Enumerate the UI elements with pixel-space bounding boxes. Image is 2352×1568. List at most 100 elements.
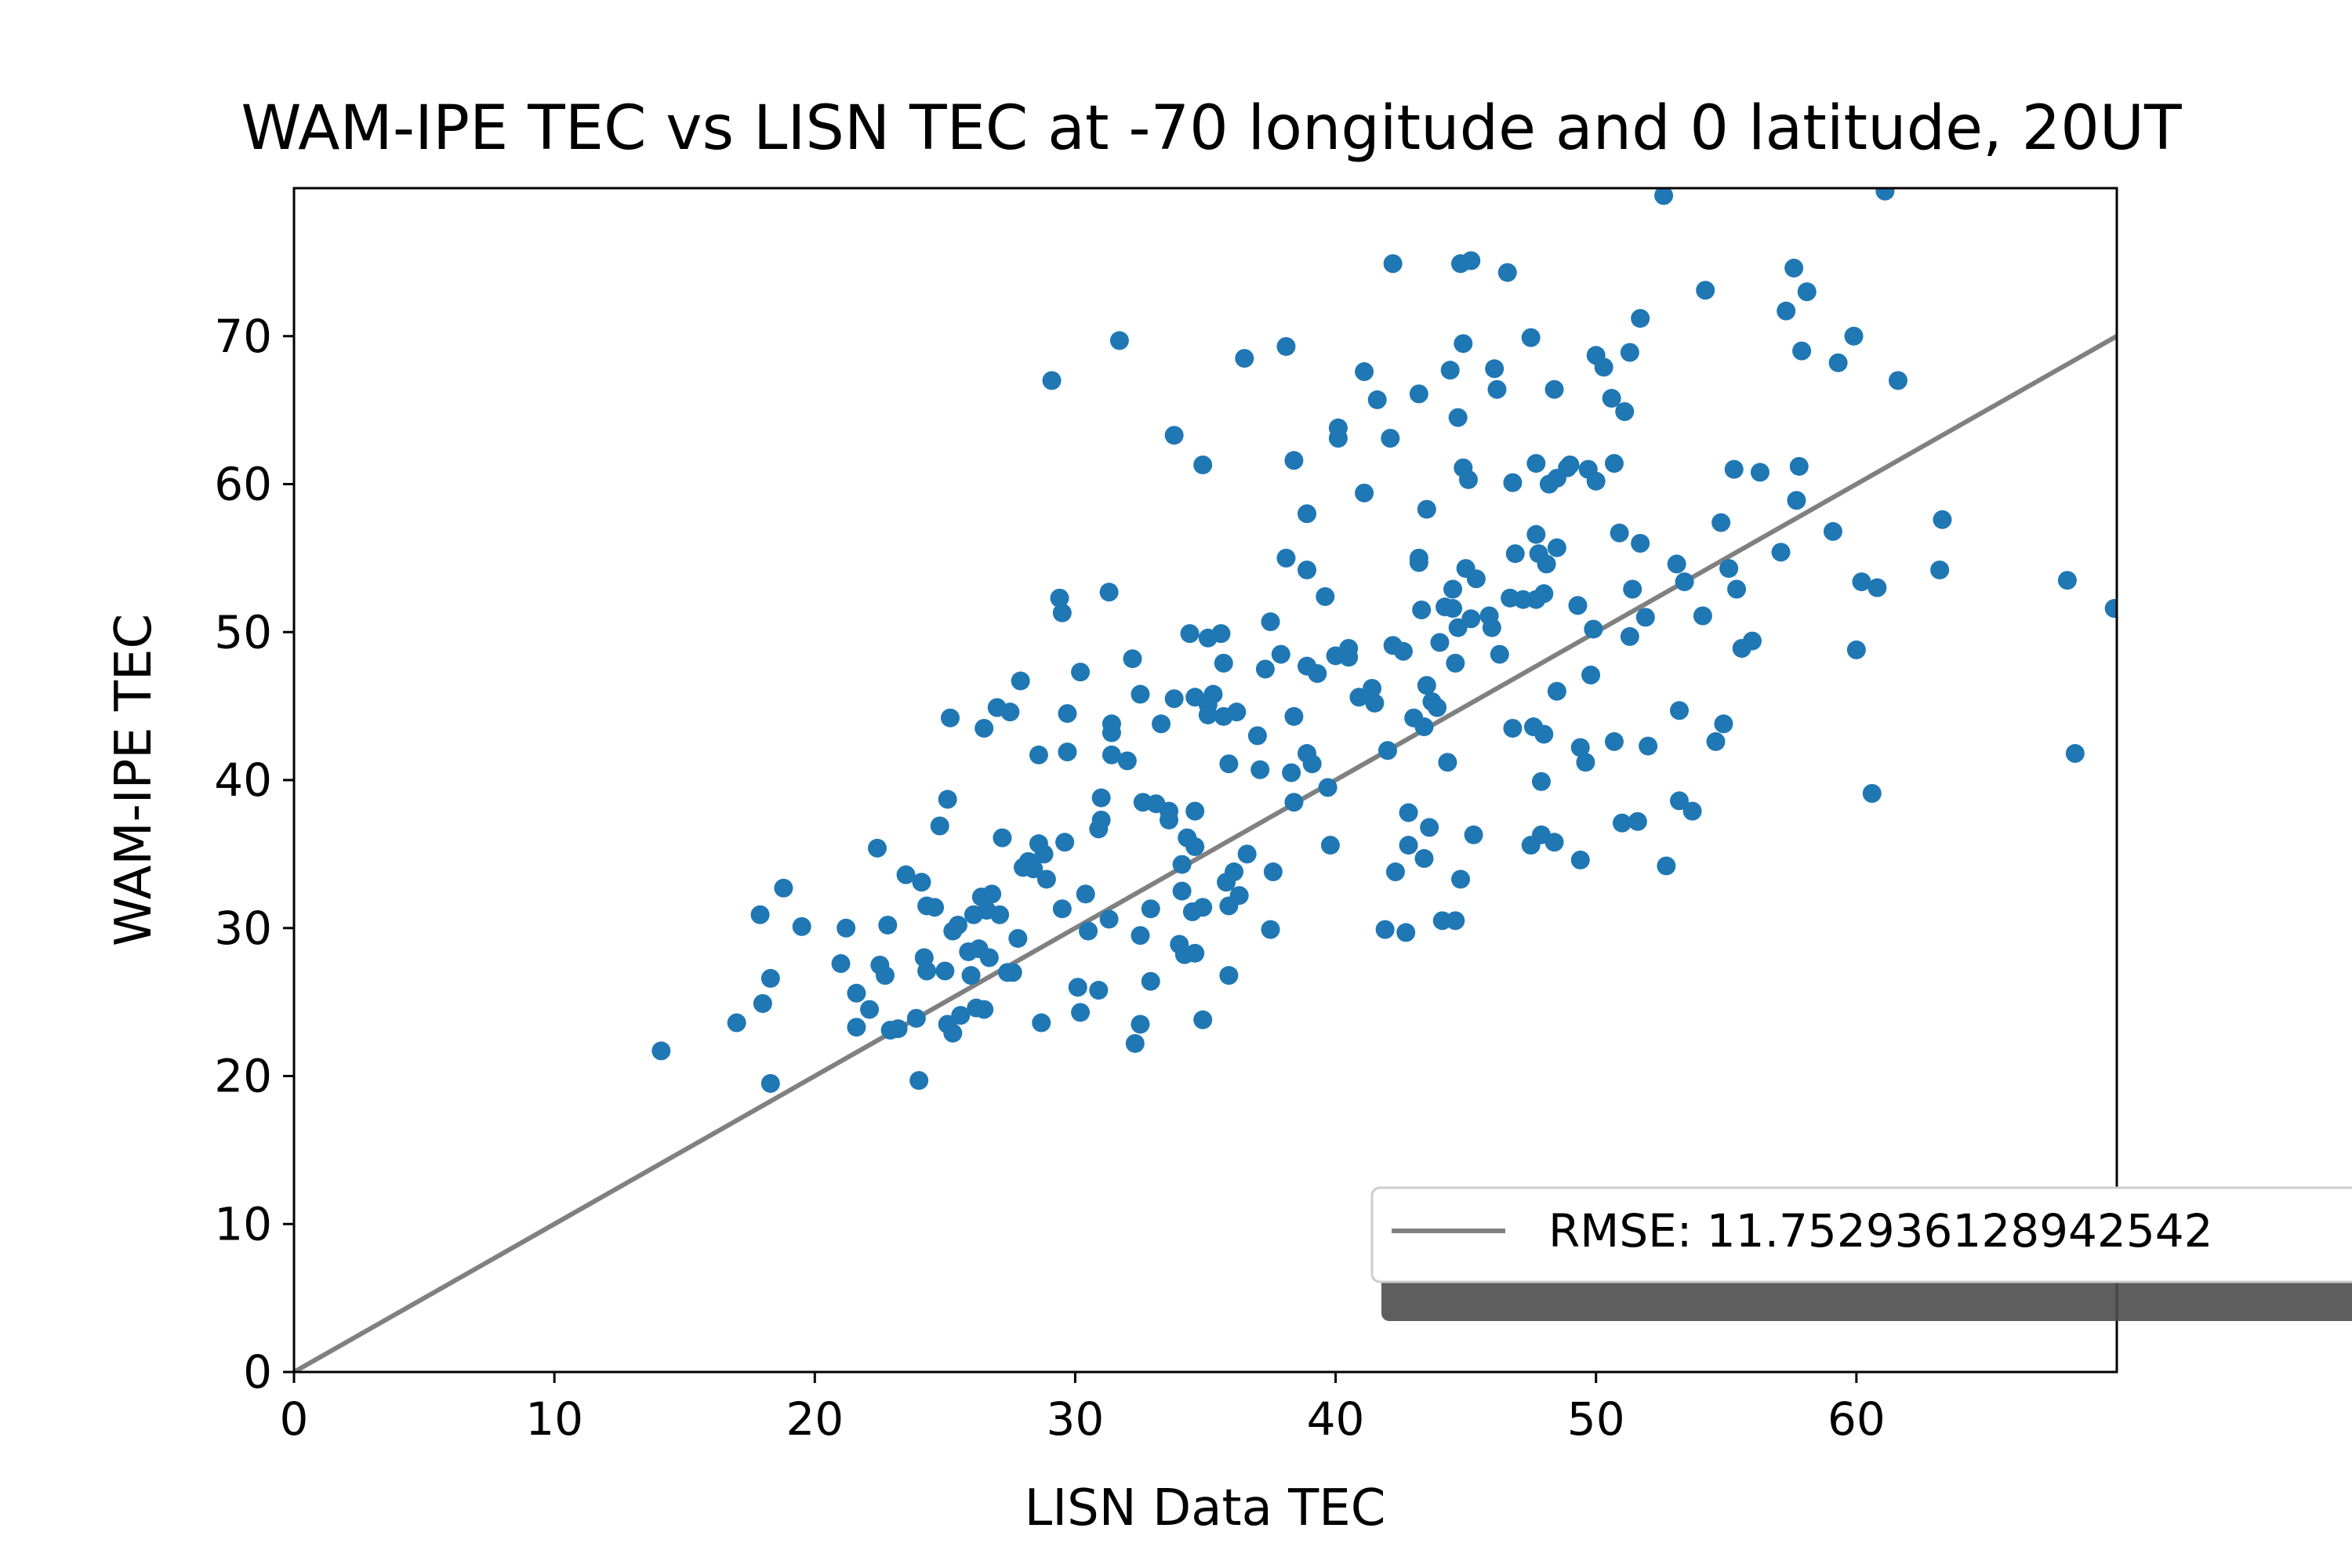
data-point bbox=[1355, 483, 1374, 503]
data-point bbox=[1412, 600, 1432, 619]
data-point bbox=[1034, 844, 1054, 864]
data-point bbox=[1706, 731, 1726, 751]
data-point bbox=[1302, 754, 1322, 774]
data-point bbox=[1570, 738, 1590, 757]
data-point bbox=[1711, 513, 1731, 532]
data-point bbox=[1544, 833, 1564, 852]
data-point bbox=[1308, 664, 1327, 684]
data-point bbox=[1237, 844, 1257, 864]
data-point bbox=[1446, 911, 1465, 931]
data-point bbox=[1393, 641, 1413, 661]
data-point bbox=[1451, 869, 1470, 889]
data-point bbox=[868, 838, 887, 858]
data-point bbox=[1229, 886, 1249, 906]
data-point bbox=[1724, 459, 1744, 479]
data-point bbox=[1544, 379, 1564, 399]
data-point bbox=[1930, 560, 1950, 579]
data-point bbox=[1586, 471, 1606, 491]
data-point bbox=[1534, 724, 1554, 744]
data-point bbox=[1024, 859, 1044, 879]
x-axis-ticks: 0 10 20 30 40 50 60 bbox=[280, 1372, 1886, 1446]
data-point bbox=[1631, 534, 1650, 553]
data-point bbox=[1164, 426, 1184, 445]
data-point bbox=[1099, 583, 1119, 602]
data-point bbox=[1225, 862, 1244, 882]
data-point bbox=[1320, 836, 1340, 855]
data-point bbox=[1537, 554, 1556, 574]
data-point bbox=[941, 708, 960, 728]
data-point bbox=[652, 1041, 671, 1061]
data-point bbox=[750, 905, 770, 924]
data-point bbox=[1355, 362, 1374, 382]
data-point bbox=[1714, 714, 1733, 734]
data-point bbox=[1670, 791, 1689, 811]
data-point bbox=[1531, 771, 1551, 791]
data-point bbox=[1109, 331, 1129, 350]
data-point bbox=[1503, 718, 1523, 738]
data-point bbox=[1933, 510, 1952, 529]
data-point bbox=[1058, 704, 1077, 724]
data-point bbox=[1727, 579, 1747, 599]
data-point bbox=[1657, 856, 1676, 876]
data-point bbox=[1071, 662, 1091, 682]
data-point bbox=[975, 1000, 994, 1019]
data-point bbox=[1797, 282, 1817, 302]
data-point bbox=[993, 828, 1012, 848]
data-point bbox=[1399, 836, 1418, 855]
data-point bbox=[1102, 745, 1121, 764]
data-point bbox=[1227, 702, 1247, 722]
data-point bbox=[1852, 572, 1871, 592]
data-point bbox=[1777, 301, 1796, 321]
x-tick-label: 0 bbox=[280, 1392, 309, 1446]
data-point bbox=[1490, 644, 1509, 664]
data-point bbox=[1792, 341, 1812, 361]
data-point bbox=[1058, 742, 1077, 762]
data-point bbox=[1365, 693, 1385, 713]
data-point bbox=[1438, 753, 1457, 772]
data-point bbox=[1570, 850, 1590, 869]
data-point bbox=[1396, 923, 1416, 942]
data-point bbox=[896, 865, 916, 884]
data-point bbox=[1089, 981, 1109, 1000]
data-point bbox=[1875, 188, 1895, 201]
chart-title: WAM-IPE TEC vs LISN TEC at -70 longitude… bbox=[241, 93, 2182, 164]
data-point bbox=[1628, 811, 1647, 831]
data-point bbox=[1443, 599, 1463, 619]
y-tick-label: 20 bbox=[214, 1050, 272, 1103]
data-point bbox=[938, 789, 957, 809]
data-point bbox=[1117, 751, 1137, 771]
data-point bbox=[1446, 653, 1465, 673]
data-point bbox=[1505, 544, 1525, 564]
data-point bbox=[1339, 648, 1359, 667]
data-point bbox=[878, 915, 898, 935]
data-point bbox=[1000, 702, 1020, 722]
data-point bbox=[1458, 470, 1478, 489]
data-point bbox=[1263, 862, 1283, 882]
data-point bbox=[961, 966, 981, 985]
data-point bbox=[831, 954, 851, 974]
x-tick-label: 20 bbox=[786, 1392, 844, 1446]
data-points-layer bbox=[652, 188, 2117, 1093]
data-point bbox=[1828, 353, 1848, 372]
data-point bbox=[1271, 644, 1290, 664]
data-point bbox=[1375, 920, 1395, 939]
data-point bbox=[1261, 612, 1280, 632]
data-point bbox=[1219, 966, 1239, 985]
data-point bbox=[1131, 684, 1150, 704]
data-point bbox=[1409, 384, 1428, 404]
data-point bbox=[1568, 596, 1588, 615]
data-point bbox=[1602, 389, 1621, 408]
data-point bbox=[1091, 810, 1111, 829]
data-point bbox=[875, 966, 895, 985]
data-point bbox=[975, 718, 994, 738]
data-point bbox=[1696, 281, 1715, 300]
data-point bbox=[1185, 837, 1205, 856]
data-point bbox=[1440, 361, 1460, 380]
data-point bbox=[1214, 653, 1233, 673]
data-point bbox=[1328, 428, 1348, 448]
data-point bbox=[1141, 899, 1160, 919]
data-point bbox=[906, 1008, 926, 1028]
data-point bbox=[1787, 491, 1806, 510]
data-point bbox=[1102, 723, 1121, 742]
